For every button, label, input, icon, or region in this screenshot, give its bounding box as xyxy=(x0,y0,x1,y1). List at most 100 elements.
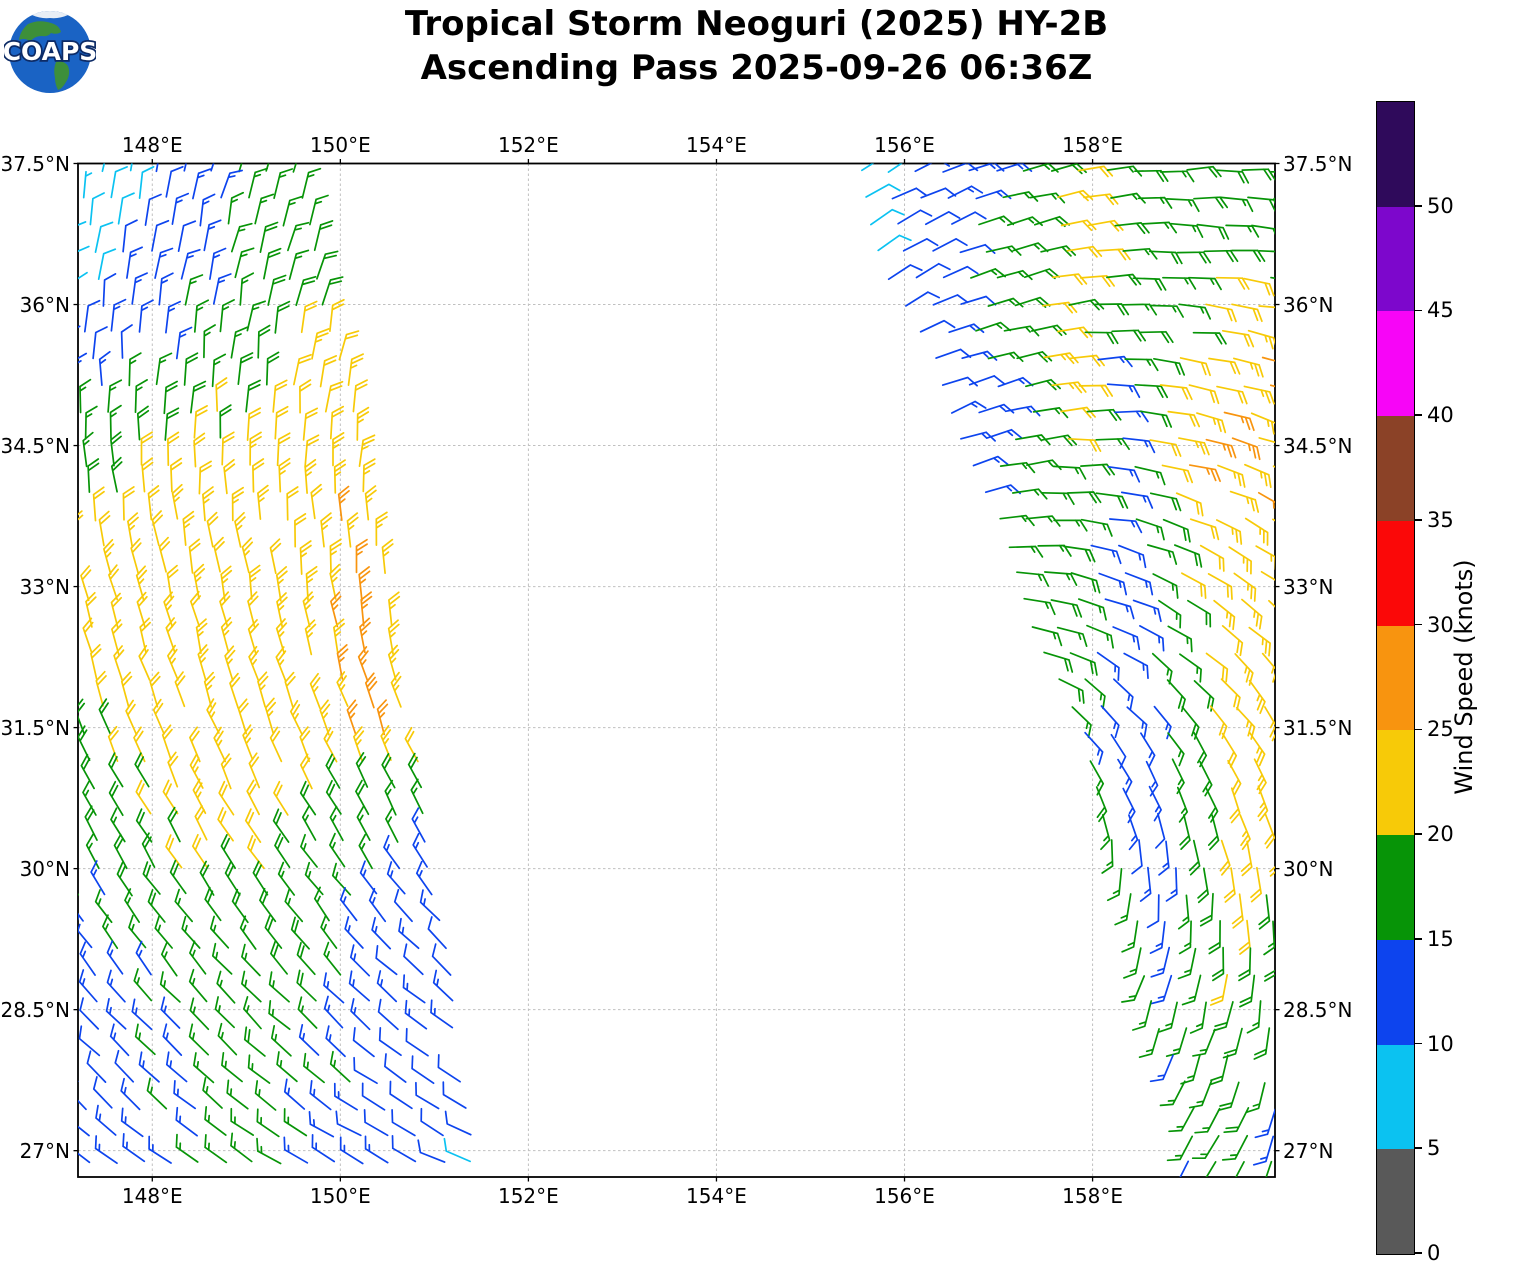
wind-barb xyxy=(356,406,370,441)
wind-barb xyxy=(999,514,1035,527)
wind-barb xyxy=(98,510,111,547)
wind-barb xyxy=(968,375,1005,386)
wind-barb xyxy=(1152,573,1179,599)
wind-barb xyxy=(393,888,413,923)
wind-barb xyxy=(1095,492,1129,509)
wind-barb xyxy=(102,273,117,307)
wind-barb xyxy=(420,1107,444,1137)
wind-barb xyxy=(248,564,261,600)
wind-barb xyxy=(386,861,406,895)
wind-barb xyxy=(1192,331,1227,345)
wind-barb xyxy=(325,779,342,815)
colorbar-tick-label: 20 xyxy=(1427,822,1454,847)
colorbar-tick-label: 5 xyxy=(1427,1136,1441,1161)
plot-title: Tropical Storm Neoguri (2025) HY-2B xyxy=(404,4,1109,44)
wind-barb xyxy=(359,617,371,654)
wind-barb xyxy=(300,300,318,334)
lat-tick-label-right: 37.5°N xyxy=(1283,151,1353,176)
wind-barb xyxy=(1139,330,1174,344)
wind-barb xyxy=(1104,598,1135,620)
wind-barb xyxy=(350,998,371,1031)
colorbar-tick-label: 10 xyxy=(1427,1031,1454,1056)
wind-barb xyxy=(1121,920,1139,953)
wind-barb xyxy=(311,1133,336,1163)
wind-barb xyxy=(1166,1135,1194,1162)
wind-barb xyxy=(1207,814,1220,851)
wind-barb xyxy=(304,434,320,468)
wind-barb xyxy=(188,538,201,574)
wind-barb xyxy=(109,1023,130,1057)
wind-barb xyxy=(304,861,324,896)
wind-barb xyxy=(302,407,319,441)
wind-barb xyxy=(304,458,317,494)
wind-barb xyxy=(364,672,378,709)
wind-barb xyxy=(160,996,181,1029)
wind-barb xyxy=(861,163,875,172)
wind-barb xyxy=(407,752,423,789)
wind-barb xyxy=(86,1050,107,1083)
wind-barb xyxy=(1231,303,1263,323)
lon-tick-label-top: 154°E xyxy=(686,132,747,157)
wind-barb xyxy=(299,753,313,790)
wind-barb xyxy=(1124,572,1154,596)
wind-barb xyxy=(329,805,344,842)
wind-barb xyxy=(308,1110,335,1138)
wind-barb xyxy=(1149,439,1182,457)
wind-barb xyxy=(1120,491,1154,509)
wind-barb xyxy=(325,1025,346,1058)
wind-barb xyxy=(142,861,161,895)
wind-barb xyxy=(122,486,135,521)
wind-barb xyxy=(329,563,341,600)
wind-barb xyxy=(1187,276,1222,291)
wind-barb xyxy=(1153,357,1186,376)
wind-barb xyxy=(1122,247,1158,260)
wind-barb xyxy=(246,779,260,816)
wind-barb xyxy=(1030,324,1067,337)
wind-barb xyxy=(324,380,344,413)
colorbar-segment-10-15 xyxy=(1377,939,1414,1045)
wind-barb xyxy=(264,915,283,949)
wind-barb xyxy=(1122,437,1156,454)
wind-barb xyxy=(1132,1000,1153,1031)
wind-barb xyxy=(1248,731,1266,767)
wind-barb xyxy=(109,404,122,440)
wind-barb xyxy=(122,219,138,253)
wind-barb xyxy=(1083,193,1119,206)
wind-barb xyxy=(198,460,212,495)
colorbar-segment-50-55 xyxy=(1377,102,1414,207)
wind-barb xyxy=(1188,464,1221,483)
wind-barb xyxy=(231,888,249,924)
wind-barb xyxy=(284,888,304,923)
wind-barb xyxy=(269,726,283,763)
wind-barb xyxy=(1060,406,1096,419)
lat-tick-label-right: 30°N xyxy=(1283,856,1334,881)
wind-barb xyxy=(1211,946,1225,982)
wind-barb xyxy=(1215,169,1250,184)
wind-barb xyxy=(223,458,236,495)
wind-barb xyxy=(296,941,316,976)
wind-barb xyxy=(167,644,179,681)
wind-barb xyxy=(355,752,369,788)
wind-barb xyxy=(114,1049,135,1083)
wind-barb xyxy=(1153,705,1172,740)
wind-barb xyxy=(1223,411,1255,432)
wind-barb xyxy=(975,321,1012,332)
wind-barb xyxy=(1225,224,1260,238)
wind-barb xyxy=(1181,974,1202,1006)
wind-barb xyxy=(333,459,347,494)
wind-barb xyxy=(333,1082,358,1111)
wind-barb xyxy=(1248,679,1266,715)
colorbar-tick-label: 15 xyxy=(1427,926,1454,951)
wind-barb xyxy=(313,886,330,922)
colorbar-segment-45-50 xyxy=(1377,206,1414,312)
wind-barb xyxy=(57,781,69,815)
wind-barb xyxy=(1086,624,1114,649)
wind-barb xyxy=(78,245,90,253)
wind-barb xyxy=(325,753,341,789)
wind-barb xyxy=(267,274,287,306)
wind-barb xyxy=(248,752,261,789)
wind-barb xyxy=(332,432,345,467)
lat-tick-label-right: 28.5°N xyxy=(1283,997,1353,1022)
wind-barb xyxy=(53,943,69,975)
wind-barb xyxy=(985,245,1022,256)
